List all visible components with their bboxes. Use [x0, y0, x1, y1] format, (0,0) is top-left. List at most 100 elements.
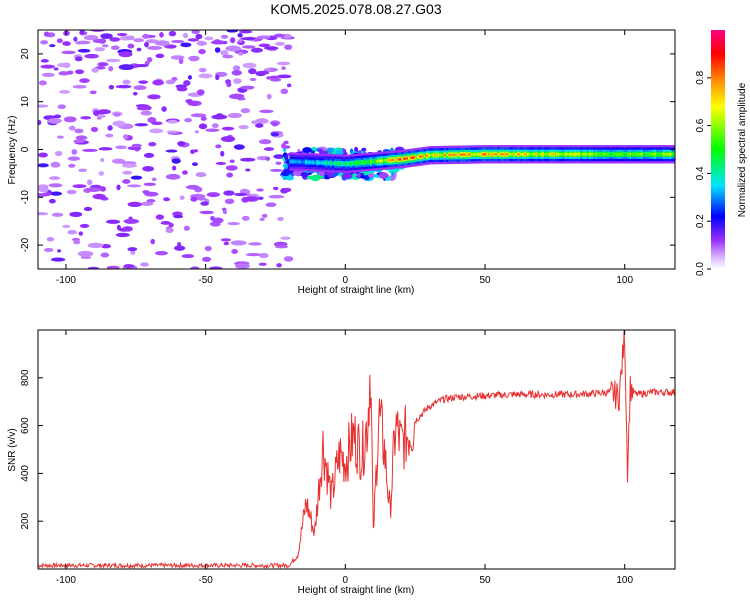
heatmap-cell	[232, 65, 241, 72]
heatmap-cell	[401, 157, 405, 161]
heatmap-cell	[270, 132, 280, 137]
heatmap-cell	[381, 159, 384, 162]
heatmap-cell	[410, 156, 413, 159]
heatmap-cell	[223, 241, 230, 246]
heatmap-cell	[63, 30, 70, 36]
heatmap-cell	[198, 67, 207, 73]
heatmap-cell	[548, 153, 552, 156]
heatmap-cell	[259, 217, 265, 222]
heatmap-cell	[231, 248, 239, 254]
heatmap-cell	[204, 36, 214, 41]
heatmap-cell	[40, 40, 49, 45]
heatmap-cell	[165, 227, 174, 234]
heatmap-cell	[338, 162, 342, 165]
heatmap-cell	[300, 160, 304, 164]
heatmap-cell	[107, 125, 113, 131]
heatmap-cell	[439, 153, 443, 157]
heatmap-cell	[450, 153, 454, 157]
heatmap-cell	[230, 240, 247, 246]
snr-ytick-label: 600	[20, 417, 31, 434]
heatmap-cell	[202, 256, 212, 262]
heatmap-cell	[196, 40, 207, 46]
heatmap-cell	[277, 216, 284, 222]
spectrogram-ytick-label: -20	[20, 237, 31, 252]
heatmap-cell	[220, 150, 225, 157]
heatmap-cell	[198, 73, 213, 79]
heatmap-cell	[188, 55, 200, 62]
heatmap-cell	[123, 264, 135, 268]
heatmap-cell	[242, 62, 257, 69]
heatmap-cell	[97, 109, 111, 115]
heatmap-cell	[392, 158, 396, 161]
heatmap-cell	[557, 153, 561, 156]
heatmap-cell	[142, 190, 150, 194]
heatmap-cell	[71, 149, 78, 155]
heatmap-cell	[258, 70, 270, 75]
heatmap-cell	[272, 186, 279, 191]
heatmap-cell	[146, 199, 156, 203]
heatmap-cell	[481, 153, 485, 156]
snr-xtick-label: 100	[616, 575, 633, 586]
heatmap-cell	[441, 153, 445, 157]
heatmap-cell	[56, 62, 70, 68]
heatmap-cell	[134, 123, 149, 127]
heatmap-cell	[519, 153, 523, 156]
heatmap-cell	[280, 88, 289, 95]
heatmap-cell	[521, 153, 525, 156]
heatmap-cell	[100, 158, 105, 163]
heatmap-cell	[150, 238, 155, 245]
heatmap-cell	[553, 153, 557, 156]
heatmap-cell	[223, 190, 235, 196]
heatmap-cell	[38, 163, 49, 168]
heatmap-cell	[269, 77, 282, 82]
heatmap-cell	[276, 263, 282, 268]
heatmap-cell	[250, 47, 263, 53]
heatmap-cell	[515, 153, 519, 156]
heatmap-cell	[78, 168, 88, 172]
heatmap-cell	[555, 153, 559, 156]
heatmap-cell	[550, 153, 554, 156]
heatmap-cell	[361, 147, 367, 152]
heatmap-cell	[48, 183, 63, 188]
heatmap-cell	[154, 40, 170, 46]
heatmap-cell	[42, 192, 52, 197]
heatmap-cell	[432, 154, 436, 157]
heatmap-cell	[248, 68, 257, 75]
heatmap-cell	[167, 119, 178, 124]
heatmap-cell	[528, 153, 532, 156]
heatmap-cell	[276, 61, 291, 66]
heatmap-cell	[261, 213, 268, 218]
heatmap-cell	[61, 50, 76, 55]
heatmap-cell	[238, 125, 249, 130]
heatmap-cell	[597, 153, 601, 156]
heatmap-cell	[302, 160, 306, 164]
heatmap-cell	[130, 175, 143, 180]
heatmap-cell	[318, 150, 329, 155]
heatmap-cell	[611, 153, 615, 156]
heatmap-cell	[479, 153, 483, 156]
heatmap-cell	[240, 157, 256, 162]
heatmap-cell	[472, 153, 476, 156]
heatmap-cell	[383, 159, 387, 162]
heatmap-cell	[183, 80, 191, 86]
heatmap-cell	[258, 139, 272, 145]
heatmap-cell	[497, 153, 501, 156]
snr-ylabel: SNR (v/v)	[7, 428, 18, 471]
heatmap-cell	[396, 158, 400, 161]
heatmap-cell	[542, 153, 545, 156]
heatmap-cell	[74, 128, 84, 134]
heatmap-cell	[504, 153, 507, 156]
heatmap-cell	[62, 224, 71, 228]
heatmap-cell	[263, 147, 275, 151]
heatmap-cell	[133, 85, 147, 91]
heatmap-cell	[258, 262, 267, 266]
heatmap-cell	[347, 162, 351, 165]
heatmap-cell	[191, 30, 200, 34]
heatmap-cell	[90, 126, 99, 133]
heatmap-cell	[214, 47, 221, 53]
heatmap-cell	[87, 266, 100, 269]
heatmap-cell	[112, 120, 126, 127]
heatmap-cell	[459, 153, 463, 156]
heatmap-cell	[225, 165, 238, 171]
heatmap-cell	[640, 153, 644, 156]
